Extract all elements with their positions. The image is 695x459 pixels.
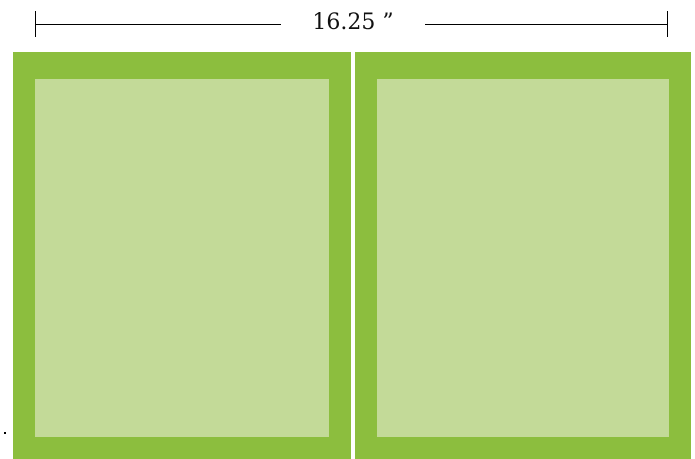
left-panel-inner (35, 79, 329, 437)
left-panel (13, 52, 351, 459)
dimension-label: 16.25 ” (312, 10, 394, 35)
right-panel-inner (377, 79, 669, 437)
dimension-line-left (35, 24, 281, 25)
right-panel (355, 52, 691, 459)
dimension-line-right (425, 24, 668, 25)
dimension-tick-right (667, 11, 668, 37)
dot-mark (4, 432, 6, 434)
dimension-tick-left (35, 11, 36, 37)
